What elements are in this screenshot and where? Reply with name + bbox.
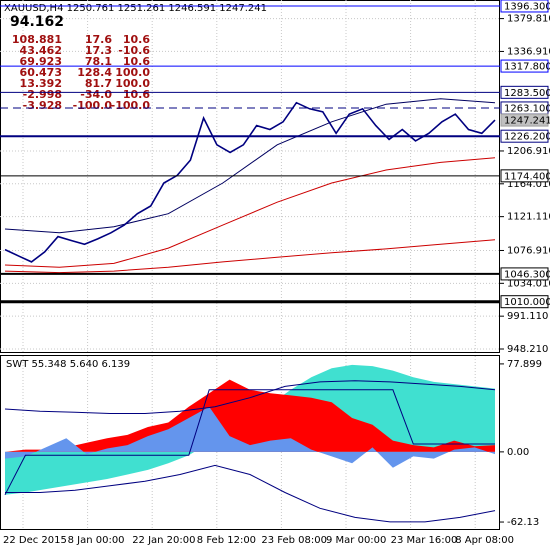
level-label: 1046.300 [504, 269, 550, 280]
series-line [4, 101, 496, 263]
level-label: 1174.400 [504, 171, 550, 182]
level-label-box [500, 59, 549, 73]
indicator-title: SWT 55.348 5.640 6.139 [6, 359, 130, 370]
x-tick-label: 8 Feb 12:00 [197, 535, 256, 546]
stat-value: -3.928 [23, 99, 62, 112]
indicator-frame [0, 355, 500, 530]
y-tick-label: 991.110 [507, 311, 548, 322]
stat-value: 10.6 [123, 88, 150, 101]
series-line [5, 464, 496, 523]
stat-value: -2.998 [23, 88, 62, 101]
stat-value: 100.0 [115, 66, 150, 79]
x-tick-label: 22 Jan 20:00 [132, 535, 195, 546]
stat-value: 60.473 [20, 66, 62, 79]
symbol-line: XAUUSD,H4 1250.761 1251.261 1246.591 124… [4, 3, 267, 14]
level-label: 1010.000 [504, 297, 550, 308]
y-tick-label: 77.899 [507, 359, 542, 370]
stat-value: 69.923 [20, 55, 62, 68]
stat-value: 17.6 [85, 33, 112, 46]
y-tick-label: 1206.910 [507, 146, 550, 157]
stat-value: 100.0 [115, 77, 150, 90]
series-line [4, 157, 496, 268]
x-tick-label: 9 Mar 00:00 [326, 535, 386, 546]
series-line [4, 380, 496, 414]
stat-value: 43.462 [20, 44, 62, 57]
series-area [5, 379, 495, 452]
stat-value: 17.3 [85, 44, 112, 57]
big-value: 94.162 [10, 14, 64, 30]
y-tick-label: 1121.110 [507, 212, 550, 223]
y-tick-label: 1336.910 [507, 46, 550, 57]
y-tick-label: -62.13 [507, 517, 539, 528]
y-tick-label: 0.00 [507, 447, 529, 458]
y-tick-label: 1076.910 [507, 245, 550, 256]
x-tick-label: 22 Dec 2015 [3, 535, 67, 546]
stat-value: -100.0 [73, 99, 113, 112]
y-tick-label: 948.210 [507, 344, 548, 355]
stat-value: 81.7 [85, 77, 112, 90]
level-label: 1226.200 [504, 132, 550, 143]
level-label-box [500, 267, 549, 281]
level-label-box [500, 169, 549, 183]
stat-value: 108.881 [12, 33, 62, 46]
plot-layer [0, 0, 500, 529]
level-label: 1247.241 [504, 116, 550, 127]
level-label-box [500, 295, 549, 309]
level-label-box [500, 85, 549, 99]
y-tick-label: 1379.810 [507, 14, 550, 25]
stat-value: 10.6 [123, 33, 150, 46]
price-frame [0, 0, 500, 353]
stat-value: -34.0 [80, 88, 112, 101]
stat-value: 10.6 [123, 55, 150, 68]
level-label-box [500, 0, 549, 13]
level-label-box [500, 113, 549, 127]
stat-value: 78.1 [85, 55, 112, 68]
level-label: 1317.800 [504, 62, 550, 73]
series-line [4, 389, 495, 496]
stat-value: 13.392 [20, 77, 62, 90]
x-tick-label: 23 Feb 08:00 [261, 535, 327, 546]
y-tick-label: 1034.010 [507, 278, 550, 289]
level-label: 1396.300 [504, 1, 550, 12]
x-tick-label: 8 Jan 00:00 [68, 535, 125, 546]
series-line [4, 239, 496, 274]
level-label-box [500, 129, 549, 143]
stat-value: 128.4 [77, 66, 112, 79]
stat-value: -100.0 [111, 99, 151, 112]
stat-value: -10.6 [118, 44, 150, 57]
x-tick-label: 8 Apr 08:00 [455, 535, 514, 546]
level-label: 1263.100 [504, 103, 550, 114]
level-label: 1283.500 [504, 88, 550, 99]
y-tick-label: 1164.010 [507, 179, 550, 190]
stats-table: 108.881 17.6 10.6 43.462 17.3 -10.6 69.923 78.1… [12, 33, 150, 112]
series-line [4, 98, 496, 234]
x-tick-label: 23 Mar 16:00 [391, 535, 458, 546]
